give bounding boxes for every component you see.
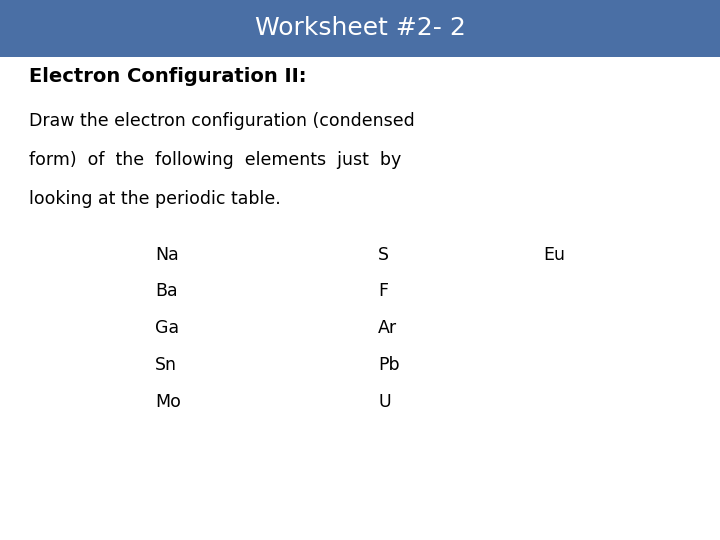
Text: Na: Na	[155, 246, 179, 264]
Text: Worksheet #2- 2: Worksheet #2- 2	[255, 16, 465, 40]
Text: Electron Configuration II:: Electron Configuration II:	[29, 68, 306, 86]
Text: Ga: Ga	[155, 319, 179, 337]
Text: F: F	[378, 282, 388, 300]
Text: form)  of  the  following  elements  just  by: form) of the following elements just by	[29, 151, 401, 168]
Text: looking at the periodic table.: looking at the periodic table.	[29, 190, 281, 207]
Text: Ba: Ba	[155, 282, 177, 300]
Text: U: U	[378, 393, 391, 410]
Text: Mo: Mo	[155, 393, 181, 410]
Text: Draw the electron configuration (condensed: Draw the electron configuration (condens…	[29, 112, 415, 130]
Text: S: S	[378, 246, 389, 264]
Text: Ar: Ar	[378, 319, 397, 337]
Text: Eu: Eu	[544, 246, 566, 264]
Bar	[0, 0, 720, 57]
Text: Sn: Sn	[155, 356, 177, 374]
Text: Pb: Pb	[378, 356, 400, 374]
